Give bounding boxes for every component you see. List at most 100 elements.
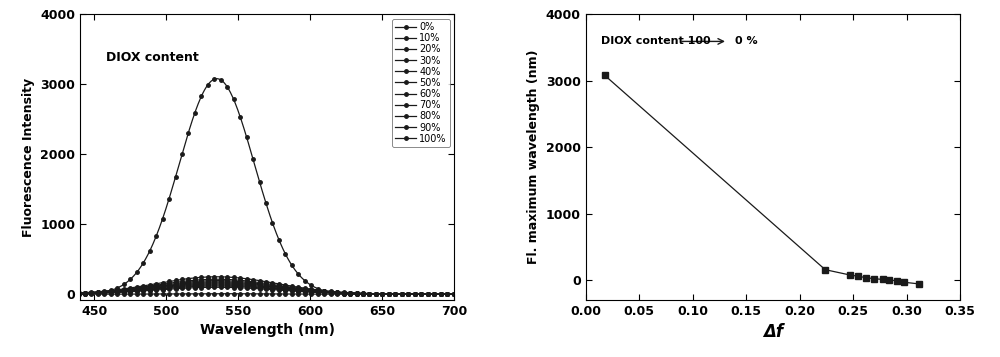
- 70%: [252, 285, 264, 289]
- 100%: [463, 292, 475, 296]
- 80%: [254, 286, 266, 290]
- 10%: [60, 291, 72, 296]
- 50%: [454, 292, 466, 296]
- 30%: [211, 278, 223, 283]
- Line: 0%: 0%: [64, 77, 471, 296]
- 40%: [60, 292, 72, 296]
- 40%: [463, 292, 475, 296]
- Text: DIOX content 100: DIOX content 100: [601, 36, 710, 46]
- 100%: [254, 292, 266, 296]
- 40%: [300, 288, 312, 292]
- 40%: [211, 280, 223, 284]
- 100%: [279, 292, 291, 296]
- 70%: [211, 283, 223, 287]
- 0%: [463, 292, 475, 296]
- 20%: [254, 281, 266, 285]
- 90%: [60, 292, 72, 296]
- 20%: [60, 291, 72, 296]
- 90%: [279, 288, 291, 293]
- 30%: [254, 282, 266, 286]
- Line: 80%: 80%: [64, 284, 471, 296]
- Line: 50%: 50%: [64, 281, 471, 296]
- 10%: [252, 278, 264, 282]
- Y-axis label: Fl. maximum wavelength (nm): Fl. maximum wavelength (nm): [527, 50, 540, 264]
- 90%: [211, 285, 223, 290]
- 100%: [300, 292, 312, 296]
- 50%: [254, 283, 266, 288]
- 80%: [60, 292, 72, 296]
- 40%: [254, 282, 266, 287]
- 60%: [454, 292, 466, 296]
- 30%: [300, 288, 312, 292]
- 10%: [254, 278, 266, 283]
- 60%: [254, 284, 266, 288]
- 50%: [300, 288, 312, 293]
- 100%: [252, 292, 264, 296]
- 20%: [463, 292, 475, 296]
- 30%: [391, 292, 403, 296]
- 30%: [463, 292, 475, 296]
- 0%: [454, 292, 466, 296]
- 20%: [211, 277, 223, 281]
- 90%: [454, 292, 466, 296]
- 0%: [60, 292, 72, 296]
- 0%: [211, 76, 223, 81]
- 80%: [463, 292, 475, 296]
- 40%: [391, 292, 403, 296]
- 80%: [252, 286, 264, 290]
- X-axis label: Wavelength (nm): Wavelength (nm): [200, 323, 335, 337]
- 100%: [454, 292, 466, 296]
- Legend: 0%, 10%, 20%, 30%, 40%, 50%, 60%, 70%, 80%, 90%, 100%: 0%, 10%, 20%, 30%, 40%, 50%, 60%, 70%, 8…: [392, 19, 450, 147]
- 30%: [279, 285, 291, 289]
- Y-axis label: Fluorescence Intensity: Fluorescence Intensity: [22, 77, 35, 237]
- X-axis label: Δf: Δf: [763, 323, 783, 341]
- 20%: [252, 280, 264, 285]
- 0%: [279, 250, 291, 255]
- 90%: [254, 287, 266, 291]
- 10%: [454, 292, 466, 296]
- 20%: [454, 292, 466, 296]
- Line: 70%: 70%: [64, 283, 471, 296]
- 90%: [252, 287, 264, 291]
- 70%: [391, 292, 403, 296]
- 30%: [252, 281, 264, 286]
- 80%: [279, 288, 291, 292]
- 90%: [391, 292, 403, 296]
- 40%: [454, 292, 466, 296]
- 0%: [300, 280, 312, 284]
- 60%: [279, 287, 291, 291]
- 10%: [300, 286, 312, 291]
- 90%: [300, 290, 312, 294]
- 100%: [211, 292, 223, 296]
- 90%: [463, 292, 475, 296]
- 80%: [454, 292, 466, 296]
- Line: 100%: 100%: [64, 292, 471, 296]
- Line: 60%: 60%: [64, 282, 471, 296]
- 60%: [463, 292, 475, 296]
- 60%: [391, 292, 403, 296]
- 50%: [252, 283, 264, 287]
- 60%: [60, 292, 72, 296]
- Line: 90%: 90%: [64, 286, 471, 296]
- 60%: [300, 289, 312, 293]
- Text: 0 %: 0 %: [735, 36, 758, 46]
- 20%: [300, 287, 312, 291]
- 50%: [211, 281, 223, 285]
- 30%: [454, 292, 466, 296]
- 70%: [60, 292, 72, 296]
- 50%: [463, 292, 475, 296]
- 10%: [391, 292, 403, 296]
- 10%: [279, 283, 291, 287]
- 60%: [211, 282, 223, 286]
- 40%: [279, 286, 291, 290]
- Line: 10%: 10%: [64, 275, 471, 296]
- 0%: [391, 292, 403, 296]
- 0%: [254, 182, 266, 187]
- 70%: [279, 287, 291, 291]
- 80%: [391, 292, 403, 296]
- 20%: [391, 292, 403, 296]
- 80%: [211, 284, 223, 288]
- 80%: [300, 290, 312, 294]
- 0%: [252, 174, 264, 178]
- 70%: [463, 292, 475, 296]
